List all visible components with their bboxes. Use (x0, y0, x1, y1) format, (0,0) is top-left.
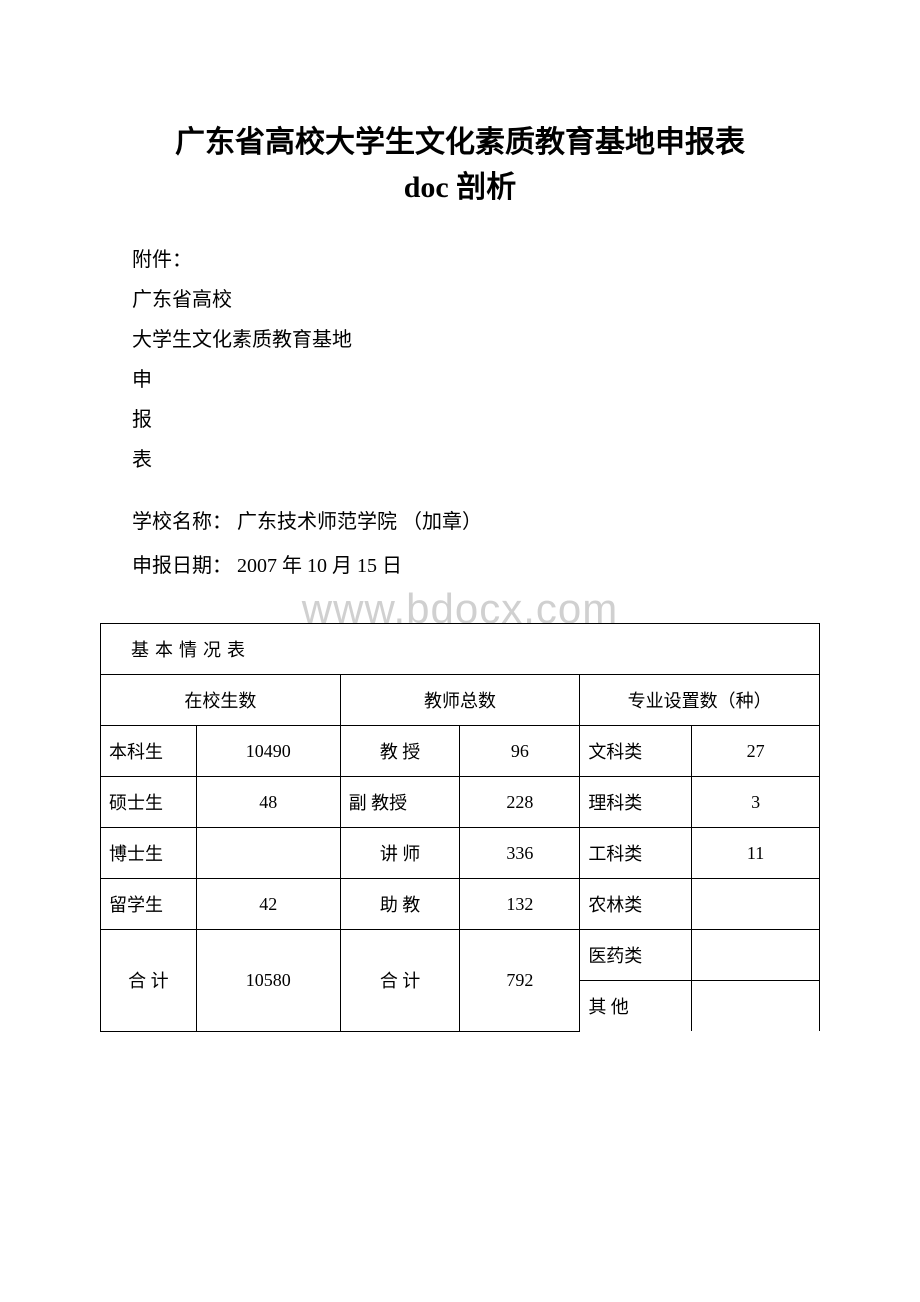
intro-line-1: 广东省高校 (132, 280, 820, 320)
intro-line-3: 申 (132, 360, 820, 400)
intro-line-5: 表 (132, 440, 820, 480)
document-content: 广东省高校大学生文化素质教育基地申报表 doc 剖析 附件： 广东省高校 大学生… (100, 120, 820, 1032)
teacher-value: 228 (460, 777, 580, 828)
students-header: 在校生数 (101, 675, 341, 726)
date-label: 申报日期： (132, 555, 232, 577)
teacher-label: 教 授 (340, 726, 460, 777)
school-row: 学校名称： 广东技术师范学院 （加章） (132, 500, 820, 544)
intro-line-4: 报 (132, 400, 820, 440)
teacher-value: 96 (460, 726, 580, 777)
student-label: 博士生 (101, 828, 197, 879)
intro-line-2: 大学生文化素质教育基地 (132, 320, 820, 360)
title-line-1: 广东省高校大学生文化素质教育基地申报表 (100, 120, 820, 165)
major-value: 27 (692, 726, 820, 777)
teacher-label: 助 教 (340, 879, 460, 930)
teachers-header: 教师总数 (340, 675, 580, 726)
student-value: 42 (196, 879, 340, 930)
school-value: 广东技术师范学院 （加章） (232, 511, 482, 533)
major-value (692, 879, 820, 930)
info-table: 基本情况表 在校生数 教师总数 专业设置数（种） 本科生 10490 教 授 9… (100, 623, 820, 1032)
attachment-label: 附件： (132, 240, 820, 280)
meta-block: 学校名称： 广东技术师范学院 （加章） 申报日期： 2007 年 10 月 15… (100, 500, 820, 588)
major-label: 理科类 (580, 777, 692, 828)
student-value: 48 (196, 777, 340, 828)
school-label: 学校名称： (132, 511, 232, 533)
intro-block: 附件： 广东省高校 大学生文化素质教育基地 申 报 表 (100, 240, 820, 480)
teacher-value: 132 (460, 879, 580, 930)
date-row: 申报日期： 2007 年 10 月 15 日 (132, 544, 820, 588)
teacher-label: 讲 师 (340, 828, 460, 879)
student-total-value: 10580 (196, 930, 340, 1032)
title-line-2: doc 剖析 (100, 165, 820, 210)
date-value: 2007 年 10 月 15 日 (232, 555, 402, 577)
major-label: 农林类 (580, 879, 692, 930)
teacher-total-label: 合 计 (340, 930, 460, 1032)
student-label: 硕士生 (101, 777, 197, 828)
student-value: 10490 (196, 726, 340, 777)
student-total-label: 合 计 (101, 930, 197, 1032)
major-label: 文科类 (580, 726, 692, 777)
student-value (196, 828, 340, 879)
teacher-label: 副 教授 (340, 777, 460, 828)
document-title: 广东省高校大学生文化素质教育基地申报表 doc 剖析 (100, 120, 820, 210)
major-value (692, 930, 820, 981)
table-row: 博士生 讲 师 336 工科类 11 (101, 828, 820, 879)
major-value (692, 981, 820, 1032)
major-label: 其 他 (580, 981, 692, 1032)
major-value: 3 (692, 777, 820, 828)
table-row: 硕士生 48 副 教授 228 理科类 3 (101, 777, 820, 828)
table-row: 留学生 42 助 教 132 农林类 (101, 879, 820, 930)
table-row: 本科生 10490 教 授 96 文科类 27 (101, 726, 820, 777)
teacher-total-value: 792 (460, 930, 580, 1032)
major-value: 11 (692, 828, 820, 879)
table-total-row-1: 合 计 10580 合 计 792 医药类 (101, 930, 820, 981)
majors-header: 专业设置数（种） (580, 675, 820, 726)
table-header-row: 在校生数 教师总数 专业设置数（种） (101, 675, 820, 726)
student-label: 留学生 (101, 879, 197, 930)
table-title-cell: 基本情况表 (101, 624, 820, 675)
major-label: 工科类 (580, 828, 692, 879)
major-label: 医药类 (580, 930, 692, 981)
table-title-row: 基本情况表 (101, 624, 820, 675)
student-label: 本科生 (101, 726, 197, 777)
teacher-value: 336 (460, 828, 580, 879)
